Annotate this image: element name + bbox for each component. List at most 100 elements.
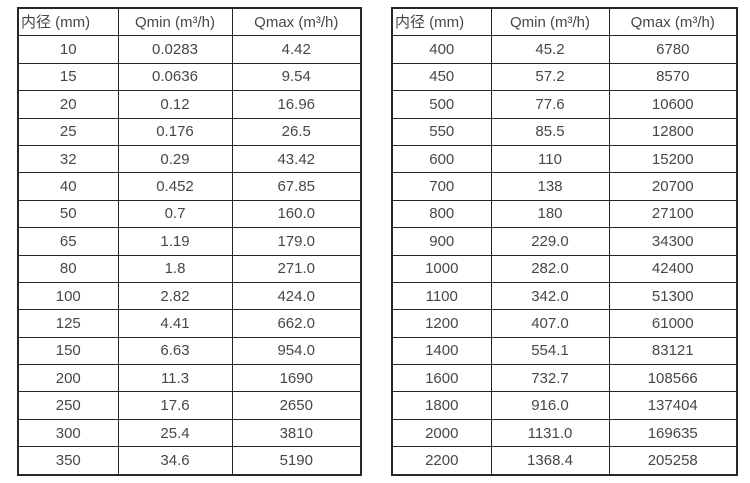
cell-qmin: 732.7 [490, 364, 610, 393]
table-row: 400 45.2 6780 [391, 35, 738, 64]
cell-diameter: 200 [17, 364, 119, 393]
cell-diameter: 15 [17, 62, 119, 92]
table-row: 1200 407.0 61000 [391, 309, 738, 338]
cell-qmin: 25.4 [117, 418, 233, 448]
table-row: 125 4.41 662.0 [17, 309, 362, 338]
cell-qmin: 1368.4 [490, 446, 610, 476]
cell-qmax: 205258 [608, 446, 738, 476]
cell-qmax: 20700 [608, 172, 738, 201]
cell-diameter: 700 [391, 172, 492, 201]
cell-qmax: 16.96 [231, 90, 362, 119]
cell-diameter: 1200 [391, 309, 492, 338]
cell-diameter: 20 [17, 90, 119, 119]
table-row: 25 0.176 26.5 [17, 117, 362, 146]
table-row: 32 0.29 43.42 [17, 144, 362, 174]
table-row: 100 2.82 424.0 [17, 281, 362, 311]
cell-diameter: 10 [17, 35, 119, 64]
cell-qmin: 0.12 [117, 90, 233, 119]
table-row: 65 1.19 179.0 [17, 227, 362, 256]
flow-range-table-small-diameters: 内径 (mm) Qmin (m³/h) Qmax (m³/h) 10 0.0283… [17, 7, 362, 476]
cell-qmax: 83121 [608, 336, 738, 366]
table-row: 300 25.4 3810 [17, 418, 362, 448]
cell-qmin: 0.0283 [117, 35, 233, 64]
cell-diameter: 350 [17, 446, 119, 476]
table-row: 1600 732.7 108566 [391, 364, 738, 393]
cell-qmax: 662.0 [231, 309, 362, 338]
cell-qmax: 42400 [608, 254, 738, 283]
table-row: 50 0.7 160.0 [17, 199, 362, 229]
table-row: 900 229.0 34300 [391, 227, 738, 256]
cell-qmin: 407.0 [490, 309, 610, 338]
cell-qmin: 282.0 [490, 254, 610, 283]
table-row: 15 0.0636 9.54 [17, 62, 362, 92]
cell-qmin: 57.2 [490, 62, 610, 92]
table-row: 250 17.6 2650 [17, 391, 362, 420]
cell-diameter: 300 [17, 418, 119, 448]
cell-diameter: 32 [17, 144, 119, 174]
cell-diameter: 125 [17, 309, 119, 338]
col-header-qmax: Qmax (m³/h) [608, 7, 738, 37]
cell-qmin: 17.6 [117, 391, 233, 420]
cell-diameter: 900 [391, 227, 492, 256]
cell-diameter: 450 [391, 62, 492, 92]
table-row: 1000 282.0 42400 [391, 254, 738, 283]
col-header-qmin: Qmin (m³/h) [117, 7, 233, 37]
col-header-diameter: 内径 (mm) [391, 7, 492, 37]
cell-diameter: 500 [391, 90, 492, 119]
table-row: 350 34.6 5190 [17, 446, 362, 476]
cell-diameter: 100 [17, 281, 119, 311]
cell-qmin: 0.452 [117, 172, 233, 201]
cell-diameter: 65 [17, 227, 119, 256]
cell-qmin: 85.5 [490, 117, 610, 146]
cell-qmax: 160.0 [231, 199, 362, 229]
cell-diameter: 1600 [391, 364, 492, 393]
cell-qmin: 916.0 [490, 391, 610, 420]
cell-qmin: 0.29 [117, 144, 233, 174]
table-row: 450 57.2 8570 [391, 62, 738, 92]
table-row: 2200 1368.4 205258 [391, 446, 738, 476]
cell-qmin: 180 [490, 199, 610, 229]
cell-qmax: 9.54 [231, 62, 362, 92]
cell-qmin: 1.8 [117, 254, 233, 283]
cell-qmax: 2650 [231, 391, 362, 420]
cell-qmax: 1690 [231, 364, 362, 393]
flow-range-table-large-diameters: 内径 (mm) Qmin (m³/h) Qmax (m³/h) 400 45.2 6… [391, 7, 738, 476]
cell-diameter: 250 [17, 391, 119, 420]
cell-qmin: 0.7 [117, 199, 233, 229]
table-body: 400 45.2 6780 450 57.2 8570 500 77.6 10600 550 85.… [391, 35, 738, 476]
col-header-qmax: Qmax (m³/h) [231, 7, 362, 37]
cell-qmax: 43.42 [231, 144, 362, 174]
cell-qmax: 5190 [231, 446, 362, 476]
table-row: 2000 1131.0 169635 [391, 418, 738, 448]
cell-qmin: 138 [490, 172, 610, 201]
cell-qmax: 108566 [608, 364, 738, 393]
cell-qmin: 229.0 [490, 227, 610, 256]
cell-qmax: 27100 [608, 199, 738, 229]
cell-qmax: 4.42 [231, 35, 362, 64]
cell-qmax: 8570 [608, 62, 738, 92]
cell-diameter: 1100 [391, 281, 492, 311]
cell-qmin: 342.0 [490, 281, 610, 311]
cell-qmin: 0.0636 [117, 62, 233, 92]
header-row: 内径 (mm) Qmin (m³/h) Qmax (m³/h) [17, 7, 362, 37]
cell-diameter: 1400 [391, 336, 492, 366]
cell-qmax: 3810 [231, 418, 362, 448]
cell-qmin: 110 [490, 144, 610, 174]
cell-qmax: 10600 [608, 90, 738, 119]
cell-qmin: 4.41 [117, 309, 233, 338]
header-row: 内径 (mm) Qmin (m³/h) Qmax (m³/h) [391, 7, 738, 37]
cell-qmax: 51300 [608, 281, 738, 311]
table-row: 200 11.3 1690 [17, 364, 362, 393]
table-row: 40 0.452 67.85 [17, 172, 362, 201]
cell-diameter: 2000 [391, 418, 492, 448]
cell-qmin: 34.6 [117, 446, 233, 476]
table-row: 500 77.6 10600 [391, 90, 738, 119]
cell-qmin: 554.1 [490, 336, 610, 366]
cell-qmin: 1.19 [117, 227, 233, 256]
cell-qmax: 424.0 [231, 281, 362, 311]
table-row: 550 85.5 12800 [391, 117, 738, 146]
cell-diameter: 25 [17, 117, 119, 146]
cell-diameter: 2200 [391, 446, 492, 476]
table-body: 10 0.0283 4.42 15 0.0636 9.54 20 0.12 16.96 25 0.1… [17, 35, 362, 476]
